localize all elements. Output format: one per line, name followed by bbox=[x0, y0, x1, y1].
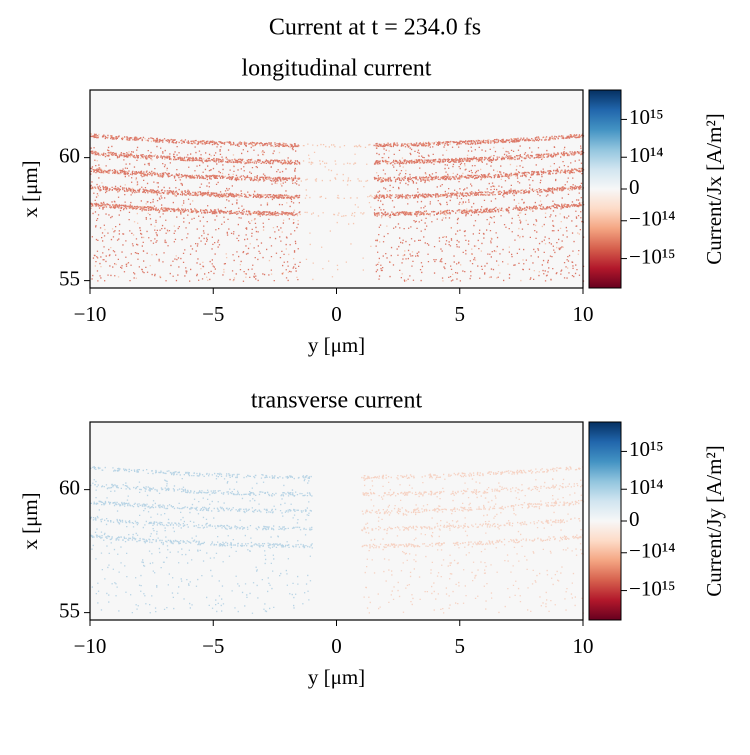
y-tick-label: 60 bbox=[59, 475, 80, 499]
y-axis-label: x [μm] bbox=[18, 160, 42, 217]
x-tick-label: 10 bbox=[573, 302, 594, 326]
colorbar-tick-label: 0 bbox=[629, 507, 640, 531]
x-tick-label: 0 bbox=[331, 634, 342, 658]
y-tick-label: 55 bbox=[59, 598, 80, 622]
axes-title: transverse current bbox=[251, 388, 423, 414]
plot-background bbox=[90, 422, 583, 620]
colorbar-tick-label: −10¹⁵ bbox=[629, 244, 675, 268]
x-axis-label: y [μm] bbox=[308, 665, 365, 689]
y-axis-label: x [μm] bbox=[18, 492, 42, 549]
colorbar-tick-label: −10¹⁴ bbox=[629, 539, 675, 563]
y-tick-label: 55 bbox=[59, 266, 80, 290]
x-tick-label: 10 bbox=[573, 634, 594, 658]
field-texture bbox=[90, 466, 313, 614]
x-tick-label: 5 bbox=[455, 302, 466, 326]
axes-title: longitudinal current bbox=[242, 56, 432, 82]
colorbar-label: Current/Jx [A/m²] bbox=[702, 113, 726, 265]
x-tick-label: −5 bbox=[202, 634, 224, 658]
colorbar-label: Current/Jy [A/m²] bbox=[702, 445, 726, 597]
figure-title: Current at t = 234.0 fs bbox=[269, 15, 481, 41]
colorbar-tick-label: −10¹⁴ bbox=[629, 207, 675, 231]
colorbar-tick-label: 10¹⁴ bbox=[629, 143, 664, 167]
x-tick-label: −5 bbox=[202, 302, 224, 326]
colorbar bbox=[588, 421, 622, 621]
colorbar-tick-label: 0 bbox=[629, 175, 640, 199]
colorbar-tick-label: 10¹⁴ bbox=[629, 475, 664, 499]
colorbar-tick-label: −10¹⁵ bbox=[629, 576, 675, 600]
colorbar-tick-label: 10¹⁵ bbox=[629, 437, 664, 461]
x-axis-label: y [μm] bbox=[308, 333, 365, 357]
colorbar bbox=[588, 89, 622, 289]
x-tick-label: −10 bbox=[74, 634, 107, 658]
x-tick-label: 0 bbox=[331, 302, 342, 326]
colorbar-tick-label: 10¹⁵ bbox=[629, 105, 664, 129]
plot-background bbox=[90, 90, 583, 288]
x-tick-label: −10 bbox=[74, 302, 107, 326]
y-tick-label: 60 bbox=[59, 143, 80, 167]
x-tick-label: 5 bbox=[455, 634, 466, 658]
